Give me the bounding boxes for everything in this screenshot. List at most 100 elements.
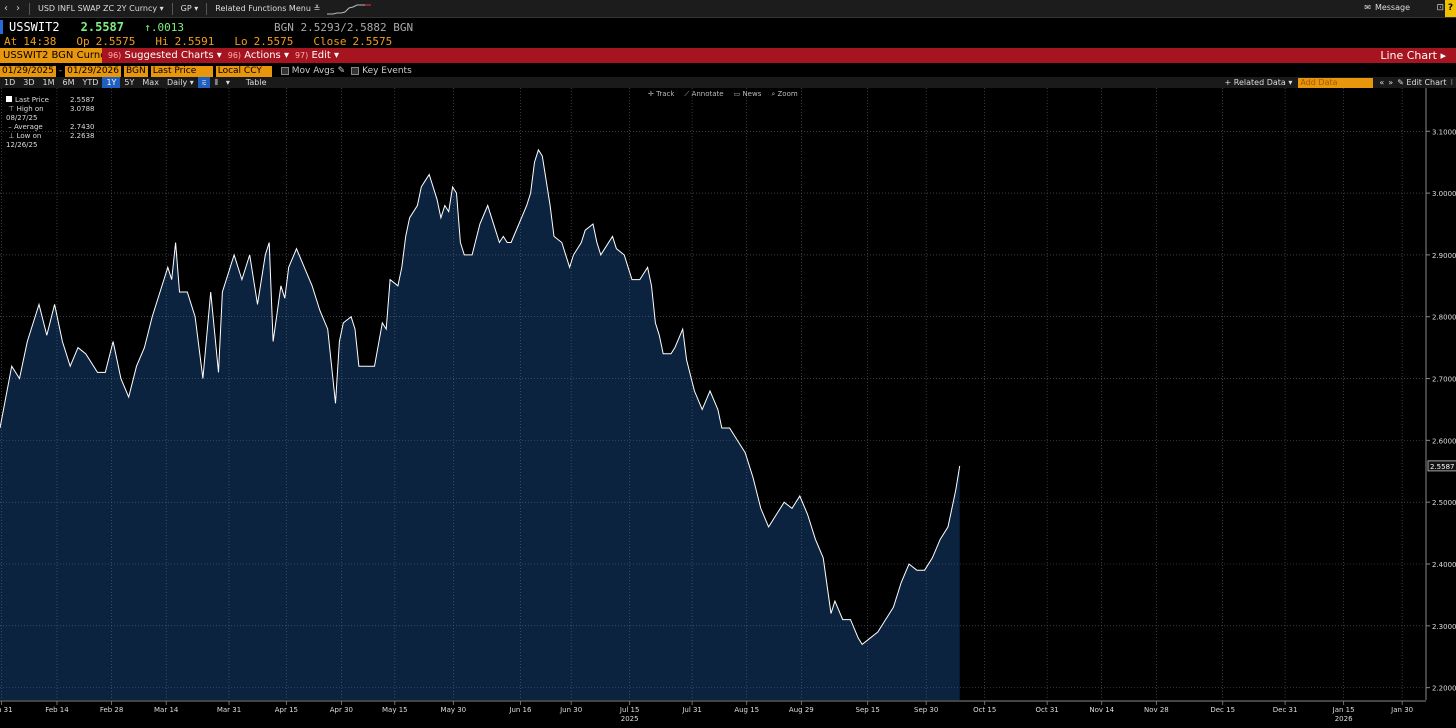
annotate-tool[interactable]: ⟋ Annotate	[684, 90, 724, 98]
related-data-button[interactable]: + Related Data ▾	[1224, 78, 1293, 87]
range-ytd[interactable]: YTD	[82, 78, 99, 87]
x-tick-label: Mar 14	[154, 706, 179, 714]
close-value: 2.5575	[352, 34, 393, 48]
zoom-tool[interactable]: ⌕ Zoom	[771, 90, 798, 98]
annotate-label: Annotate	[691, 90, 724, 98]
x-tick-label: Jan 30	[1390, 706, 1413, 714]
x-tick-label: Aug 29	[789, 706, 814, 714]
edit-menu[interactable]: 97) Edit ▾	[295, 50, 339, 61]
top-bar: ‹ › USD INFL SWAP ZC 2Y Curncy ▾ GP ▾ Re…	[0, 0, 1456, 18]
x-tick-label: Feb 28	[100, 706, 124, 714]
y-tick-label: 2.7000	[1432, 376, 1456, 384]
legend-last-value: 2.5587	[70, 96, 95, 104]
key-events-checkbox[interactable]	[351, 67, 360, 75]
x-tick-label: Dec 15	[1210, 706, 1235, 714]
help-icon[interactable]: ?	[1445, 0, 1456, 17]
suggested-charts-number: 96)	[108, 51, 122, 60]
pencil-icon[interactable]: ✎	[337, 66, 346, 76]
legend-average-label: Average	[13, 123, 43, 131]
collapse-icon[interactable]: «	[1379, 78, 1385, 87]
end-date-field[interactable]: 01/29/2026	[65, 65, 121, 77]
track-tool[interactable]: ✛ Track	[648, 90, 675, 98]
track-label: Track	[656, 90, 675, 98]
chart-tools: ✛ Track ⟋ Annotate ▭ News ⌕ Zoom	[648, 90, 798, 99]
gp-menu[interactable]: GP ▾	[180, 4, 199, 13]
bid-ask: BGN 2.5293/2.5882 BGN	[274, 20, 414, 34]
sparkline-icon	[327, 4, 372, 14]
related-functions-menu[interactable]: Related Functions Menu ≚	[215, 4, 321, 13]
key-events-toggle[interactable]: Key Events	[351, 66, 412, 76]
frequency-selector[interactable]: Daily ▾	[166, 78, 194, 87]
back-arrow-icon[interactable]: ‹	[4, 3, 8, 14]
suggested-charts-menu[interactable]: 96) Suggested Charts ▾	[108, 50, 222, 61]
y-tick-label: 2.9000	[1432, 252, 1456, 260]
legend-low-value: 2.2638	[70, 132, 95, 140]
range-5y[interactable]: 5Y	[124, 78, 135, 87]
price-chart[interactable]: 2.2000 2.3000 2.4000 2.5000 2.6000 2.7000 2.80…	[0, 88, 1456, 728]
close-label: Close	[313, 34, 347, 48]
chart-type-menu[interactable]: Line Chart ▸	[1380, 49, 1446, 62]
x-tick-label: Dec 31	[1273, 706, 1298, 714]
bar-style-icon[interactable]: ⫴	[214, 78, 218, 87]
message-label: Message	[1374, 3, 1410, 12]
divider	[206, 2, 208, 15]
chevron-down-icon[interactable]: ▾	[225, 78, 230, 87]
news-tool[interactable]: ▭ News	[733, 90, 762, 98]
start-date-field[interactable]: 01/29/2025	[0, 65, 56, 77]
mov-avgs-checkbox[interactable]	[280, 67, 289, 75]
x-tick-label: Jun 30	[559, 706, 582, 714]
ohlc-line: At 14:38 Op 2.5575 Hi 2.5591 Lo 2.5575 C…	[0, 34, 900, 48]
x-tick-label: Sep 15	[856, 706, 880, 714]
range-max[interactable]: Max	[142, 78, 159, 87]
field-selector[interactable]: Last Price	[150, 65, 213, 77]
actions-menu[interactable]: 96) Actions ▾	[228, 50, 289, 61]
x-tick-label: May 15	[382, 706, 408, 714]
x-tick-label: Jun 16	[508, 706, 532, 714]
last-value-label: 2.5587	[1430, 463, 1455, 471]
range-1m[interactable]: 1M	[42, 78, 55, 87]
low-value: 2.5575	[253, 34, 294, 48]
window-controls-icon[interactable]: ⊡	[1436, 3, 1444, 13]
key-events-label: Key Events	[362, 66, 412, 76]
at-time: 14:38	[23, 34, 57, 48]
x-year-label: 2026	[1335, 715, 1353, 723]
range-bar-right: + Related Data ▾ Add Data « » ✎ Edit Cha…	[1225, 77, 1456, 88]
expand-icon[interactable]: »	[1388, 78, 1394, 87]
x-tick-label: Nov 28	[1144, 706, 1169, 714]
divider	[29, 2, 30, 15]
legend-high-value: 3.0788	[70, 105, 95, 113]
actions-number: 96)	[227, 51, 242, 60]
price-change: ↑.0013	[144, 20, 184, 34]
y-tick-label: 2.2000	[1432, 685, 1456, 693]
table-button[interactable]: Table	[245, 78, 267, 87]
y-tick-label: 2.6000	[1432, 437, 1456, 445]
range-3d[interactable]: 3D	[23, 78, 35, 87]
message-button[interactable]: ✉ Message	[1364, 3, 1410, 12]
security-menu[interactable]: USD INFL SWAP ZC 2Y Curncy ▾	[38, 4, 164, 13]
x-tick-label: Nov 14	[1089, 706, 1114, 714]
series-line	[0, 148, 961, 646]
security-field[interactable]: USSWIT2 BGN Curnc	[0, 48, 102, 63]
legend-last-price: Last Price 2.5587	[6, 96, 95, 105]
legend-average: – Average 2.7430	[6, 123, 95, 131]
series-area	[0, 149, 960, 701]
range-6m[interactable]: 6M	[62, 78, 75, 87]
currency-selector[interactable]: Local CCY	[215, 65, 272, 77]
range-1y[interactable]: 1Y	[102, 77, 121, 88]
y-tick-label: 2.3000	[1432, 623, 1456, 631]
legend-high: ⊤ High on 08/27/25 3.0788	[6, 105, 95, 122]
kebab-menu-icon[interactable]: ⁝	[1450, 78, 1453, 87]
open-value: 2.5575	[95, 34, 136, 48]
edit-chart-button[interactable]: ✎ Edit Chart	[1397, 78, 1447, 87]
range-1d[interactable]: 1D	[4, 78, 16, 87]
mov-avgs-toggle[interactable]: Mov Avgs ✎	[280, 66, 346, 76]
source-field[interactable]: BGN	[124, 65, 148, 77]
high-value: 2.5591	[174, 34, 215, 48]
forward-arrow-icon[interactable]: ›	[16, 3, 20, 14]
line-style-icon[interactable]: ⩳	[197, 77, 211, 88]
x-tick-label: Jan 31	[0, 706, 13, 714]
chart-canvas: 2.2000 2.3000 2.4000 2.5000 2.6000 2.7000 2.80…	[0, 88, 1456, 723]
legend-average-value: 2.7430	[70, 123, 95, 131]
last-price: 2.5587	[80, 20, 124, 34]
add-data-input[interactable]: Add Data	[1298, 77, 1374, 88]
